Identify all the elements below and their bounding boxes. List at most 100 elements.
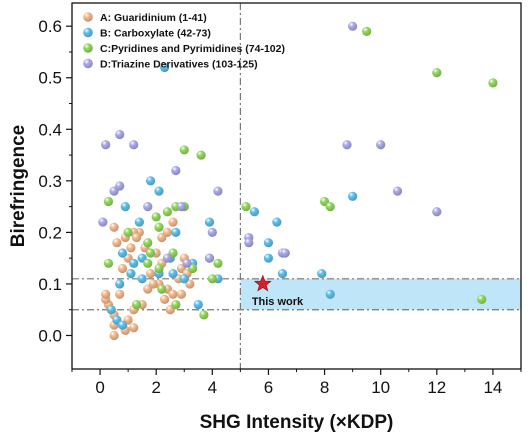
- data-point: [342, 140, 352, 150]
- data-point: [168, 269, 178, 279]
- legend-item: C:Pyridines and Pyrimidines (74-102): [83, 43, 285, 55]
- data-point: [196, 150, 206, 160]
- data-point: [134, 217, 144, 227]
- data-point: [115, 181, 125, 191]
- legend-marker: [83, 12, 93, 22]
- data-point: [325, 289, 335, 299]
- legend-item: B: Carboxylate (42-73): [83, 27, 211, 39]
- data-point: [432, 67, 442, 78]
- legend-marker: [83, 27, 93, 38]
- y-tick-label: 0.5: [38, 69, 62, 88]
- data-point: [392, 186, 403, 196]
- axis-ticks-layer: 0 2 4 6 8 10 12 14 0.0 0.1 0.2 0.3 0.4 0.5 0.6: [38, 17, 522, 397]
- data-point: [272, 217, 282, 227]
- data-point: [488, 78, 498, 88]
- data-point: [193, 299, 203, 310]
- data-point: [160, 62, 170, 73]
- y-tick-label: 0.1: [38, 275, 62, 294]
- data-point: [199, 310, 209, 320]
- data-point: [168, 217, 178, 227]
- data-point: [103, 196, 114, 207]
- data-point: [137, 274, 147, 284]
- data-point: [145, 248, 156, 258]
- data-point: [204, 253, 215, 263]
- legend: A: Guaridinium (1-41) B: Carboxylate (42-…: [83, 12, 285, 70]
- data-point: [115, 279, 125, 289]
- data-point: [179, 145, 189, 155]
- legend-item: D:Triazine Derivatives (103-125): [83, 58, 258, 70]
- data-point: [143, 202, 153, 212]
- data-point: [317, 269, 327, 279]
- x-tick-label: 6: [264, 378, 273, 397]
- data-point: [154, 222, 164, 232]
- x-tick-label: 12: [427, 378, 446, 397]
- data-point: [148, 279, 158, 289]
- data-point: [213, 186, 223, 196]
- data-point: [171, 165, 181, 176]
- series-d: [98, 21, 442, 268]
- data-point: [143, 258, 153, 268]
- data-point: [325, 202, 335, 212]
- data-point: [103, 258, 114, 268]
- data-point: [263, 253, 274, 263]
- data-point: [171, 299, 181, 310]
- data-point: [151, 212, 161, 222]
- data-point: [176, 202, 187, 212]
- data-point: [244, 238, 254, 248]
- data-point: [129, 140, 139, 150]
- data-point: [162, 227, 173, 237]
- data-point: [117, 320, 128, 330]
- data-point: [120, 202, 130, 212]
- x-tick-label: 0: [95, 378, 104, 397]
- legend-label: A: Guaridinium (1-41): [100, 12, 207, 24]
- data-point: [432, 207, 442, 217]
- data-point: [131, 232, 142, 243]
- data-points-layer: [98, 21, 498, 341]
- data-point: [362, 26, 372, 36]
- data-point: [207, 274, 217, 284]
- data-point: [162, 253, 173, 263]
- reference-lines-layer: [72, 3, 521, 369]
- legend-label: B: Carboxylate (42-73): [100, 27, 211, 39]
- data-point: [280, 248, 290, 258]
- data-point: [204, 217, 215, 227]
- data-point: [162, 207, 173, 217]
- x-tick-label: 4: [208, 378, 217, 397]
- data-point: [123, 227, 133, 237]
- legend-label: D:Triazine Derivatives (103-125): [100, 58, 258, 70]
- data-point: [117, 263, 128, 274]
- this-work-label: This work: [252, 296, 304, 308]
- data-point: [129, 323, 139, 333]
- y-axis-title: Birefringence: [8, 125, 29, 247]
- data-point: [348, 191, 358, 201]
- data-point: [143, 238, 153, 248]
- data-point: [126, 269, 136, 279]
- data-point: [154, 263, 164, 274]
- data-point: [117, 248, 128, 258]
- data-point: [109, 222, 119, 232]
- data-point: [115, 129, 125, 140]
- highlight-band-layer: [240, 278, 521, 310]
- data-point: [131, 299, 142, 310]
- data-point: [171, 227, 181, 237]
- data-point: [109, 330, 119, 341]
- x-tick-label: 8: [320, 378, 329, 397]
- this-work-star: [253, 274, 272, 292]
- x-axis-title: SHG Intensity (×KDP): [200, 412, 394, 433]
- data-point: [182, 258, 192, 268]
- y-tick-label: 0.3: [38, 172, 62, 191]
- data-point: [179, 274, 189, 284]
- data-point: [207, 227, 217, 237]
- data-point: [348, 21, 358, 31]
- data-point: [477, 294, 487, 305]
- data-point: [101, 289, 111, 299]
- this-work-marker-layer: This work: [252, 274, 304, 308]
- data-point: [145, 269, 156, 279]
- x-tick-label: 10: [371, 378, 390, 397]
- series-b: [106, 62, 358, 330]
- data-point: [241, 202, 251, 212]
- data-point: [213, 258, 223, 268]
- highlight-band: [240, 278, 521, 310]
- data-point: [277, 269, 288, 279]
